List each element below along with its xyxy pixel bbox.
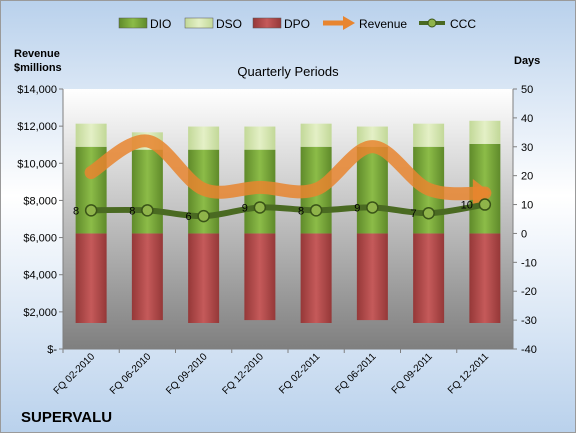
ccc-marker xyxy=(141,204,154,217)
ccc-marker xyxy=(197,209,210,223)
legend-label-dpo: DPO xyxy=(284,17,310,31)
legend-arrowhead-revenue xyxy=(343,16,355,30)
ccc-marker xyxy=(253,201,267,214)
ccc-data-label: 9 xyxy=(242,202,248,214)
bar-dso xyxy=(188,126,220,150)
company-label: SUPERVALU xyxy=(21,409,112,426)
bar-dpo xyxy=(300,233,332,323)
left-tick-label: $12,000 xyxy=(17,121,57,133)
legend-label-revenue: Revenue xyxy=(359,17,407,31)
left-axis-label-line1: Revenue xyxy=(14,48,60,60)
legend-marker-ccc xyxy=(427,18,437,28)
bar-dpo xyxy=(469,233,501,323)
right-tick-label: 50 xyxy=(521,84,533,96)
ccc-marker xyxy=(478,198,492,211)
legend-swatch-dpo xyxy=(252,17,282,29)
ccc-data-label: 8 xyxy=(298,205,304,217)
right-axis-label: Days xyxy=(514,55,540,67)
ccc-marker xyxy=(422,206,435,220)
bars-group xyxy=(75,120,501,323)
bar-dso xyxy=(413,123,445,147)
ccc-data-label: 10 xyxy=(461,200,473,212)
revenue-line xyxy=(84,134,492,201)
left-tick-label: $- xyxy=(47,344,57,356)
bar-dso xyxy=(300,123,332,147)
right-tick-label: 40 xyxy=(521,113,533,125)
bar-dpo xyxy=(356,233,388,321)
right-tick-label: 30 xyxy=(521,142,533,154)
legend-swatch-dso xyxy=(184,17,214,29)
plot-area xyxy=(63,89,513,349)
ccc-data-label: 9 xyxy=(354,202,360,214)
left-tick-label: $14,000 xyxy=(17,84,57,96)
bar-dso xyxy=(469,120,501,144)
ccc-data-label: 8 xyxy=(73,205,79,217)
legend-swatch-dio xyxy=(118,17,148,29)
left-tick-label: $2,000 xyxy=(23,307,57,319)
ccc-data-label: 8 xyxy=(129,205,135,217)
legend: DIO DSO DPO Revenue CCC xyxy=(118,16,476,31)
bar-dpo xyxy=(413,233,445,323)
bar-dpo xyxy=(244,233,276,321)
left-tick-label: $6,000 xyxy=(23,233,57,245)
bar-dio xyxy=(131,149,163,234)
ccc-data-label: 7 xyxy=(411,208,417,220)
ccc-marker xyxy=(84,204,98,217)
left-tick-label: $10,000 xyxy=(17,158,57,170)
legend-label-dso: DSO xyxy=(216,17,242,31)
left-tick-label: $4,000 xyxy=(23,270,57,282)
bar-dso xyxy=(244,126,276,150)
right-tick-label: 10 xyxy=(521,200,533,212)
legend-label-ccc: CCC xyxy=(450,17,476,31)
right-tick-label: 20 xyxy=(521,171,533,183)
revenue-series xyxy=(84,134,492,207)
left-tick-label: $8,000 xyxy=(23,195,57,207)
revenue-arrowhead xyxy=(472,179,491,207)
legend-label-dio: DIO xyxy=(150,17,171,31)
bar-dio xyxy=(356,146,388,234)
right-tick-label: 0 xyxy=(521,228,527,240)
bar-dso xyxy=(75,123,107,147)
right-tick-label: -10 xyxy=(521,257,537,269)
bar-dpo xyxy=(75,233,107,323)
ccc-marker xyxy=(309,204,323,217)
ccc-data-label: 6 xyxy=(186,211,192,223)
right-tick-label: -30 xyxy=(521,315,537,327)
left-axis-label-line2: $millions xyxy=(14,62,62,74)
chart-title: Quarterly Periods xyxy=(237,64,339,79)
ccc-marker xyxy=(366,201,379,214)
bar-dpo xyxy=(131,233,163,321)
bar-dpo xyxy=(188,233,220,323)
right-tick-label: -20 xyxy=(521,286,537,298)
ccc-series: 8 8 6 9 8 9 7 10 xyxy=(73,198,492,223)
right-tick-label: -40 xyxy=(521,344,537,356)
